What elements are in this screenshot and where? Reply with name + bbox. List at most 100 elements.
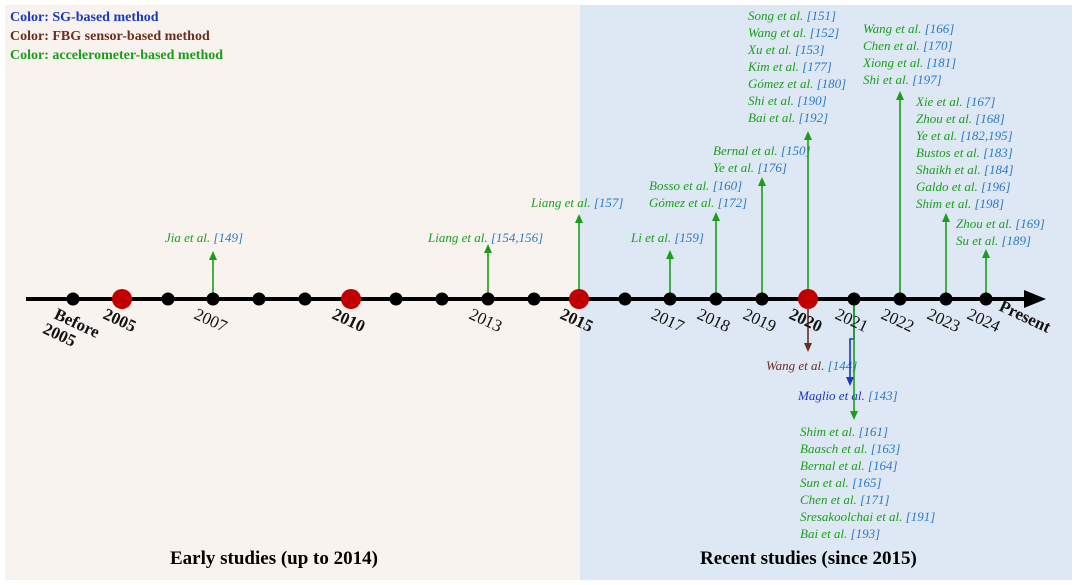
year-node (389, 292, 403, 306)
year-label-line: 2018 (694, 304, 733, 336)
year-label-line: 2010 (329, 304, 368, 336)
reference-number: [167] (966, 94, 996, 109)
reference-author: Shim et al. (916, 196, 975, 211)
year-label: 2020 (786, 304, 825, 336)
reference-label: Wang et al. [166] (863, 21, 954, 36)
study-arrow-head (712, 212, 720, 221)
reference-number: [161] (859, 424, 889, 439)
reference-author: Bustos et al. (916, 145, 983, 160)
reference-author: Xu et al. (747, 42, 795, 57)
study-arrow-head (850, 411, 858, 420)
reference-label: Zhou et al. [168] (916, 111, 1005, 126)
reference-label: Bosso et al. [160] (649, 178, 742, 193)
reference-label: Kim et al. [177] (747, 59, 832, 74)
study-2020-accelerometer-up: Song et al. [151] Wang et al. [152] Xu et … (747, 8, 846, 299)
reference-number: [153] (795, 42, 825, 57)
reference-author: Jia et al. (165, 230, 213, 245)
reference-number: [197] (912, 72, 942, 87)
reference-label: Shi et al. [190] (748, 93, 827, 108)
reference-label: Xiong et al. [181] (862, 55, 956, 70)
reference-number: [169] (1015, 216, 1045, 231)
reference-author: Ye et al. (916, 128, 960, 143)
reference-number: [190] (797, 93, 827, 108)
reference-number: [172] (718, 195, 748, 210)
reference-label: Li et al. [159] (630, 230, 704, 245)
reference-number: [149] (213, 230, 243, 245)
year-node (298, 292, 312, 306)
reference-number: [180] (817, 76, 847, 91)
reference-label: Liang et al. [157] (530, 195, 623, 210)
reference-label: Sun et al. [165] (800, 475, 882, 490)
reference-label: Bustos et al. [183] (916, 145, 1013, 160)
reference-label: Shim et al. [161] (800, 424, 888, 439)
reference-label: Zhou et al. [169] (956, 216, 1045, 231)
reference-number: [198] (975, 196, 1005, 211)
study-arrow-head (804, 343, 812, 352)
reference-label: Xie et al. [167] (915, 94, 995, 109)
reference-label: Gómez et al. [172] (649, 195, 747, 210)
year-label-line: 2019 (740, 304, 779, 336)
reference-author: Gómez et al. (748, 76, 817, 91)
reference-author: Ye et al. (713, 160, 757, 175)
reference-author: Wang et al. (766, 358, 828, 373)
reference-label: Ye et al. [182,195] (916, 128, 1013, 143)
year-label: 2013 (466, 304, 505, 336)
study-2019-accelerometer-up: Bernal et al. [150] Ye et al. [176] (713, 143, 811, 299)
reference-number: [166] (925, 21, 955, 36)
year-label-line: 2020 (786, 304, 825, 336)
reference-label: Bai et al. [192] (748, 110, 828, 125)
reference-author: Su et al. (956, 233, 1002, 248)
reference-author: Zhou et al. (916, 111, 975, 126)
timeline-arrow-head (1024, 290, 1046, 308)
study-arrow-head (982, 249, 990, 258)
reference-author: Shaikh et al. (916, 162, 984, 177)
major-year-node (569, 289, 589, 309)
reference-label: Sresakoolchai et al. [191] (800, 509, 935, 524)
reference-author: Bernal et al. (713, 143, 781, 158)
reference-number: [170] (923, 38, 953, 53)
major-year-node (112, 289, 132, 309)
study-arrow-head (804, 131, 812, 140)
reference-author: Song et al. (748, 8, 807, 23)
reference-label: Bernal et al. [164] (800, 458, 898, 473)
study-2021-accelerometer-down: Shim et al. [161]Baasch et al. [163]Bern… (800, 299, 935, 541)
year-label: 2019 (740, 304, 779, 336)
reference-author: Bai et al. (748, 110, 799, 125)
reference-number: [184] (984, 162, 1014, 177)
reference-author: Kim et al. (747, 59, 802, 74)
reference-author: Zhou et al. (956, 216, 1015, 231)
reference-number: [177] (802, 59, 832, 74)
year-node (663, 292, 677, 306)
year-label: Before2005 (40, 303, 103, 359)
year-label-line: 2017 (648, 304, 687, 336)
reference-label: Shim et al. [198] (916, 196, 1004, 211)
major-year-node (341, 289, 361, 309)
reference-label: Su et al. [189] (956, 233, 1031, 248)
reference-author: Bai et al. (800, 526, 851, 541)
study-arrow-head (942, 213, 950, 222)
reference-label: Shi et al. [197] (863, 72, 942, 87)
reference-number: [152] (810, 25, 840, 40)
reference-author: Liang et al. (530, 195, 594, 210)
study-arrow-head (209, 251, 217, 260)
year-node (66, 292, 80, 306)
year-node (755, 292, 769, 306)
study-arrow-head (758, 177, 766, 186)
legend-fbg: Color: FBG sensor-based method (10, 29, 210, 44)
year-label: 2022 (878, 304, 917, 336)
legend-accelerometer: Color: accelerometer-based method (10, 48, 224, 63)
year-node (527, 292, 541, 306)
year-label: 2010 (329, 304, 368, 336)
year-label-line: 2005 (100, 304, 139, 336)
reference-author: Shi et al. (863, 72, 912, 87)
reference-number: [168] (975, 111, 1005, 126)
reference-author: Xie et al. (915, 94, 966, 109)
study-2023-accelerometer-up: Xie et al. [167] Zhou et al. [168] Ye et a… (915, 94, 1014, 299)
year-node (252, 292, 266, 306)
year-label-line: 2013 (466, 304, 505, 336)
reference-author: Wang et al. (863, 21, 925, 36)
reference-number: [163] (871, 441, 901, 456)
year-label: 2015 (557, 304, 596, 336)
reference-label: Wang et al. [152] (748, 25, 839, 40)
reference-label: Xu et al. [153] (747, 42, 825, 57)
